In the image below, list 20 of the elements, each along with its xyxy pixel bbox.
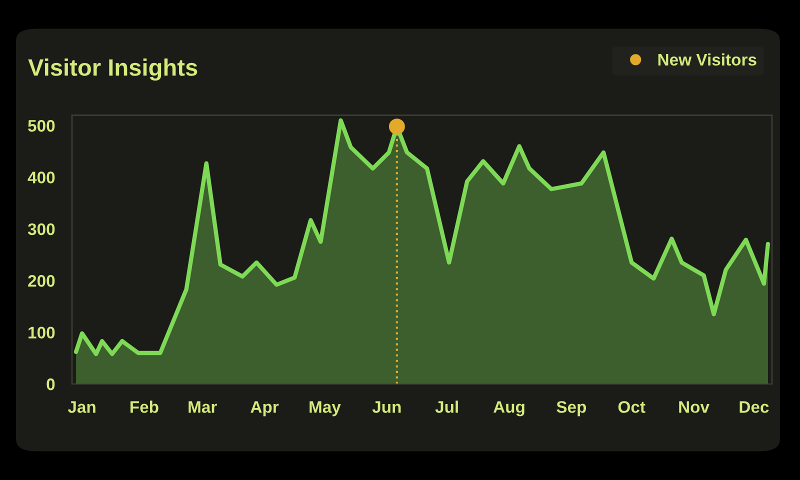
x-tick-label: Nov: [679, 401, 710, 413]
x-tick-label: May: [310, 401, 341, 416]
y-tick-label: 200: [28, 275, 55, 287]
chart-title: Visitor Insights: [28, 58, 198, 81]
x-tick-label: Mar: [188, 401, 217, 413]
y-tick-label: 100: [28, 326, 55, 339]
y-tick-label: 300: [28, 223, 55, 236]
y-tick-label: 400: [28, 172, 55, 184]
x-tick-label: Oct: [618, 401, 646, 413]
x-tick-label: Aug: [493, 401, 524, 416]
x-tick-label: Jun: [372, 401, 401, 413]
x-tick-label: Apr: [250, 401, 279, 416]
y-tick-label: 500: [28, 120, 55, 132]
x-tick-label: Jul: [435, 400, 458, 413]
x-tick-label: Dec: [740, 401, 769, 413]
x-tick-label: Sep: [556, 401, 586, 416]
x-tick-label: Feb: [130, 400, 158, 413]
x-tick-label: Jan: [68, 401, 96, 413]
y-tick-label: 0: [46, 378, 55, 390]
legend-label: New Visitors: [658, 53, 756, 66]
